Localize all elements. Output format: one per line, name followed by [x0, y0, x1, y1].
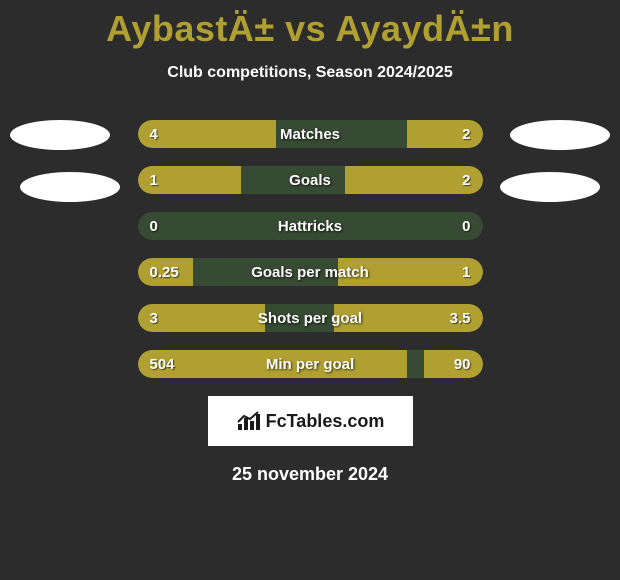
stat-row: 33.5Shots per goal [138, 304, 483, 332]
stat-label: Goals [138, 166, 483, 194]
stat-row: 12Goals [138, 166, 483, 194]
fctables-icon [236, 410, 262, 432]
stat-label: Min per goal [138, 350, 483, 378]
comparison-chart: 42Matches 12Goals 00Hattricks 0.251Goals pe… [0, 120, 620, 378]
team-a-logo-row1 [10, 120, 110, 150]
team-b-logo-row2 [500, 172, 600, 202]
stat-row: 00Hattricks [138, 212, 483, 240]
stat-label: Goals per match [138, 258, 483, 286]
brand-name: FcTables.com [266, 411, 385, 432]
subtitle: Club competitions, Season 2024/2025 [0, 64, 620, 82]
stat-row: 0.251Goals per match [138, 258, 483, 286]
team-b-logo-row1 [510, 120, 610, 150]
stat-label: Hattricks [138, 212, 483, 240]
stat-label: Matches [138, 120, 483, 148]
stat-row: 50490Min per goal [138, 350, 483, 378]
brand-badge: FcTables.com [208, 396, 413, 446]
page-title: AybastÄ± vs AyaydÄ±n [0, 0, 620, 50]
date-label: 25 november 2024 [0, 464, 620, 485]
stat-label: Shots per goal [138, 304, 483, 332]
team-a-logo-row2 [20, 172, 120, 202]
stat-row: 42Matches [138, 120, 483, 148]
